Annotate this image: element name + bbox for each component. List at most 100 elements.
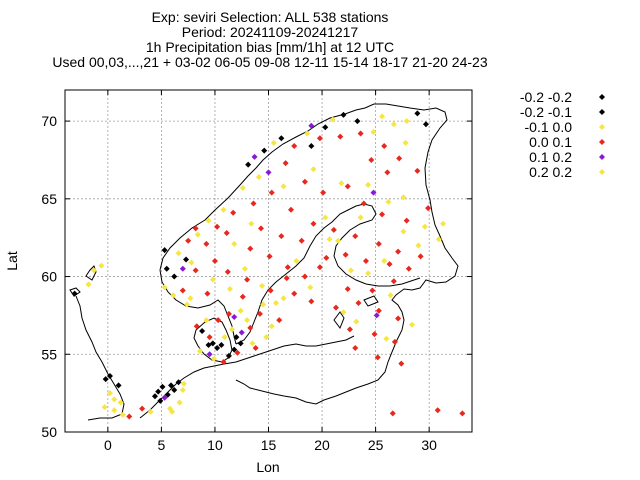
station-marker <box>335 237 342 244</box>
station-marker <box>151 393 158 400</box>
title-line-parameter: 1h Precipitation bias [mm/1h] at 12 UTC <box>145 39 395 55</box>
station-marker <box>245 161 252 168</box>
station-marker <box>337 133 344 140</box>
station-marker <box>214 345 221 352</box>
station-marker <box>344 183 351 190</box>
station-marker <box>251 153 258 160</box>
station-marker <box>389 410 396 417</box>
station-marker <box>373 312 380 319</box>
station-marker <box>268 323 275 330</box>
station-marker <box>244 276 251 283</box>
station-marker <box>175 250 182 257</box>
station-marker <box>344 285 351 292</box>
station-marker <box>261 147 268 154</box>
station-marker <box>425 205 432 212</box>
station-marker <box>308 122 315 129</box>
station-marker <box>247 324 254 331</box>
station-marker <box>203 317 210 324</box>
legend-marker <box>599 109 605 115</box>
station-marker <box>185 237 192 244</box>
station-marker <box>204 290 211 297</box>
station-marker <box>224 268 231 275</box>
station-marker <box>357 130 364 137</box>
station-marker <box>117 399 124 406</box>
station-marker <box>111 407 118 414</box>
station-marker <box>346 326 353 333</box>
coastline-britain <box>75 295 125 421</box>
station-marker <box>214 223 221 230</box>
station-marker <box>400 194 407 201</box>
station-marker <box>355 299 362 306</box>
station-marker <box>90 267 97 274</box>
station-marker <box>183 256 190 263</box>
station-marker <box>164 391 171 398</box>
station-marker <box>365 181 372 188</box>
coastline-saaremaa <box>363 295 379 307</box>
station-marker <box>184 301 191 308</box>
station-marker <box>374 354 381 361</box>
station-marker <box>370 128 377 135</box>
x-axis-label: Lon <box>256 459 279 475</box>
station-marker <box>360 200 367 207</box>
station-marker <box>263 334 270 341</box>
title-line-experiment: Exp: seviri Selection: ALL 538 stations <box>151 9 389 25</box>
station-marker <box>102 376 109 383</box>
station-marker <box>161 284 168 291</box>
station-marker <box>362 258 369 264</box>
station-marker <box>352 233 359 240</box>
station-marker <box>241 265 248 272</box>
station-marker <box>365 270 372 277</box>
station-marker <box>280 295 287 302</box>
station-marker <box>338 180 345 187</box>
station-marker <box>379 113 386 120</box>
station-marker <box>421 223 428 230</box>
station-marker <box>268 189 275 196</box>
station-marker <box>249 340 256 347</box>
x-tick-label: 20 <box>314 437 330 453</box>
y-tick-label: 55 <box>41 346 57 362</box>
y-tick-label: 50 <box>41 424 57 440</box>
station-marker <box>301 178 308 185</box>
legend-label: -0.2 -0.1 <box>520 104 572 120</box>
station-marker <box>230 209 237 216</box>
station-marker <box>267 287 274 294</box>
legend-marker <box>599 139 605 145</box>
station-marker <box>340 309 347 316</box>
axis-ticks: 0 5 10 15 20 25 30 50 55 60 65 70 <box>41 90 472 453</box>
station-marker <box>308 298 315 305</box>
station-marker <box>282 160 289 167</box>
station-marker <box>307 284 314 291</box>
station-marker <box>119 411 126 418</box>
station-marker <box>310 220 317 227</box>
station-marker <box>405 265 412 272</box>
station-marker <box>159 383 166 390</box>
station-marker <box>322 214 329 221</box>
title-line-period: Period: 20241109-20241217 <box>181 24 359 40</box>
station-marker <box>238 329 245 336</box>
station-marker <box>248 220 255 227</box>
x-tick-label: 10 <box>207 437 223 453</box>
station-marker <box>409 321 416 328</box>
station-marker <box>225 352 232 359</box>
station-marker <box>256 310 263 317</box>
station-marker <box>385 198 392 205</box>
station-marker <box>161 394 168 401</box>
station-marker <box>342 251 349 258</box>
station-marker <box>106 390 113 397</box>
station-marker <box>304 130 311 137</box>
station-marker <box>320 189 327 196</box>
station-marker <box>155 388 162 395</box>
station-marker <box>369 287 376 294</box>
station-marker <box>291 290 298 297</box>
station-marker <box>435 236 442 243</box>
station-marker <box>101 404 108 411</box>
station-marker <box>357 214 364 221</box>
legend-label: 0.1 0.2 <box>529 149 572 165</box>
station-marker <box>179 387 186 394</box>
chart-title-block: Exp: seviri Selection: ALL 538 stations … <box>0 10 540 70</box>
station-marker <box>139 405 146 412</box>
station-marker <box>310 166 317 173</box>
station-marker <box>316 264 323 271</box>
station-marker <box>403 217 410 224</box>
station-marker <box>237 340 244 347</box>
